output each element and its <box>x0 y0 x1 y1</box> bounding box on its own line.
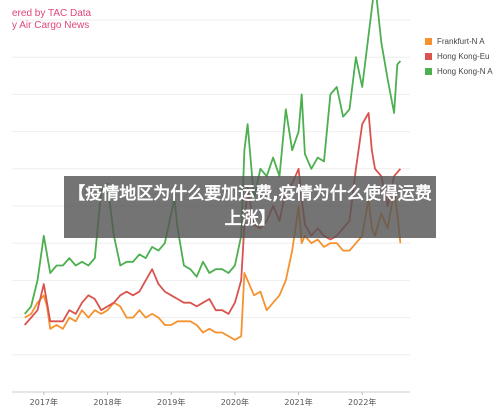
source-line-1: ered by TAC Data <box>12 8 92 19</box>
x-tick-label: 2017年 <box>30 397 58 407</box>
legend-label: Frankfurt-N A <box>437 37 485 46</box>
overlay-title-banner: 【疫情地区为什么要加运费,疫情为什么使得运费上涨】 <box>64 176 436 238</box>
legend-item-hongkong-na[interactable]: Hong Kong-N A <box>425 64 493 79</box>
legend-item-frankfurt[interactable]: Frankfurt-N A <box>425 34 493 49</box>
legend-item-hongkong-eu[interactable]: Hong Kong-Eu <box>425 49 493 64</box>
series-line <box>24 190 402 341</box>
series-line <box>24 0 402 315</box>
source-credit: ered by TAC Data y Air Cargo News <box>12 8 91 32</box>
x-tick-label: 2021年 <box>284 397 312 407</box>
overlay-title: 【疫情地区为什么要加运费,疫情为什么使得运费上涨】 <box>68 184 432 229</box>
legend-label: Hong Kong-Eu <box>437 52 490 61</box>
chart-legend: Frankfurt-N A Hong Kong-Eu Hong Kong-N A <box>425 34 493 79</box>
legend-label: Hong Kong-N A <box>437 67 493 76</box>
legend-swatch <box>425 38 432 45</box>
x-tick-label: 2019年 <box>157 397 185 407</box>
legend-swatch <box>425 53 432 60</box>
x-tick-label: 2022年 <box>348 397 376 407</box>
x-tick-label: 2020年 <box>221 397 249 407</box>
source-line-2: y Air Cargo News <box>12 20 90 31</box>
legend-swatch <box>425 68 432 75</box>
x-tick-label: 2018年 <box>93 397 121 407</box>
